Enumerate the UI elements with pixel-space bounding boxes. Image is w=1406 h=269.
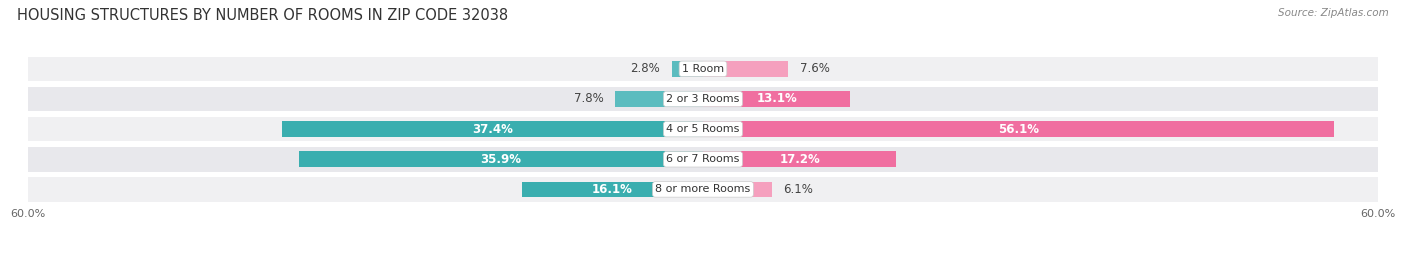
Bar [299, 151, 703, 167]
Bar [703, 151, 897, 167]
Bar [672, 61, 703, 77]
Bar [616, 91, 703, 107]
Bar [28, 87, 1378, 111]
Bar [703, 61, 789, 77]
Bar [283, 121, 703, 137]
Text: 35.9%: 35.9% [481, 153, 522, 166]
Text: 6 or 7 Rooms: 6 or 7 Rooms [666, 154, 740, 164]
Text: 1 Room: 1 Room [682, 64, 724, 74]
Bar [28, 117, 1378, 141]
Text: HOUSING STRUCTURES BY NUMBER OF ROOMS IN ZIP CODE 32038: HOUSING STRUCTURES BY NUMBER OF ROOMS IN… [17, 8, 508, 23]
Bar [28, 177, 1378, 202]
Text: 8 or more Rooms: 8 or more Rooms [655, 184, 751, 194]
Text: 6.1%: 6.1% [783, 183, 813, 196]
Text: 56.1%: 56.1% [998, 123, 1039, 136]
Bar [522, 182, 703, 197]
Text: Source: ZipAtlas.com: Source: ZipAtlas.com [1278, 8, 1389, 18]
Text: 7.6%: 7.6% [800, 62, 830, 75]
Text: 2.8%: 2.8% [630, 62, 661, 75]
Bar [28, 147, 1378, 172]
Text: 16.1%: 16.1% [592, 183, 633, 196]
Text: 2 or 3 Rooms: 2 or 3 Rooms [666, 94, 740, 104]
Text: 13.1%: 13.1% [756, 93, 797, 105]
Text: 37.4%: 37.4% [472, 123, 513, 136]
Text: 17.2%: 17.2% [779, 153, 820, 166]
Bar [703, 182, 772, 197]
Text: 4 or 5 Rooms: 4 or 5 Rooms [666, 124, 740, 134]
Text: 7.8%: 7.8% [574, 93, 605, 105]
Bar [28, 56, 1378, 81]
Bar [703, 121, 1334, 137]
Bar [703, 91, 851, 107]
